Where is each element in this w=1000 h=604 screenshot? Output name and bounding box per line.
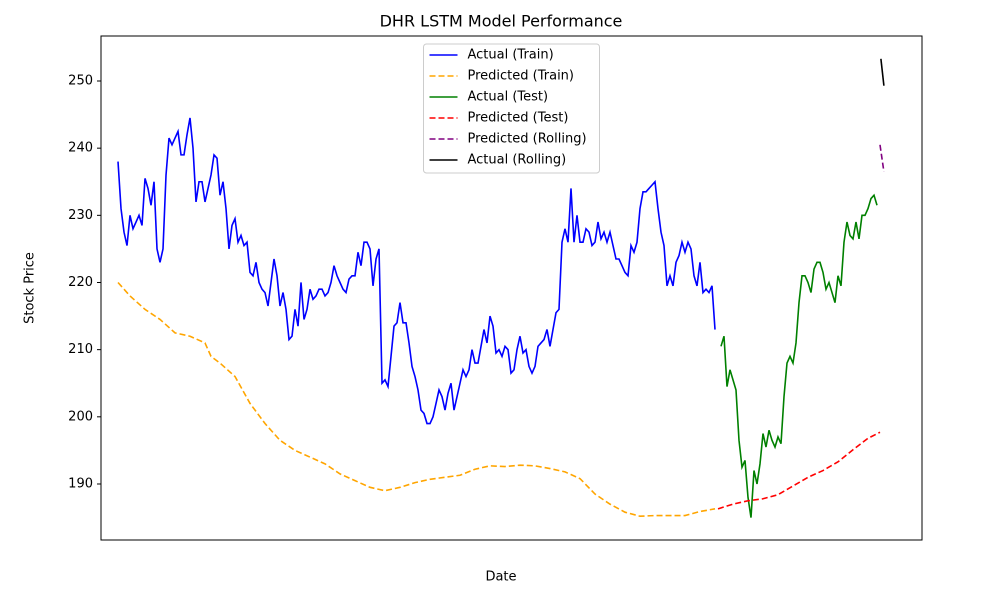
y-axis-label: Stock Price [23, 252, 38, 324]
series-line [117, 117, 716, 425]
series-line [117, 281, 716, 518]
y-tick-label: 190 [68, 476, 93, 491]
legend-label: Actual (Train) [468, 48, 554, 63]
legend-label: Predicted (Rolling) [468, 132, 587, 147]
y-tick-label: 220 [68, 275, 93, 290]
series-line [720, 193, 878, 518]
y-tick-label: 230 [68, 208, 93, 223]
legend-label: Predicted (Test) [468, 111, 569, 126]
y-tick-label: 240 [68, 141, 93, 156]
y-tick-label: 210 [68, 342, 93, 357]
y-tick-label: 250 [68, 74, 93, 89]
y-tick-label: 200 [68, 409, 93, 424]
series-line [879, 144, 885, 172]
plot-frame [100, 35, 923, 541]
series-line [880, 58, 885, 86]
legend-box [423, 43, 600, 174]
legend-label: Actual (Rolling) [468, 153, 567, 168]
legend: Actual (Train) Predicted (Train) Actual (T… [423, 43, 600, 174]
series-line [717, 431, 881, 510]
legend-label: Predicted (Train) [468, 69, 575, 84]
chart-title: DHR LSTM Model Performance [380, 12, 623, 31]
x-axis-label: Date [485, 570, 516, 585]
legend-label: Actual (Test) [468, 90, 549, 105]
